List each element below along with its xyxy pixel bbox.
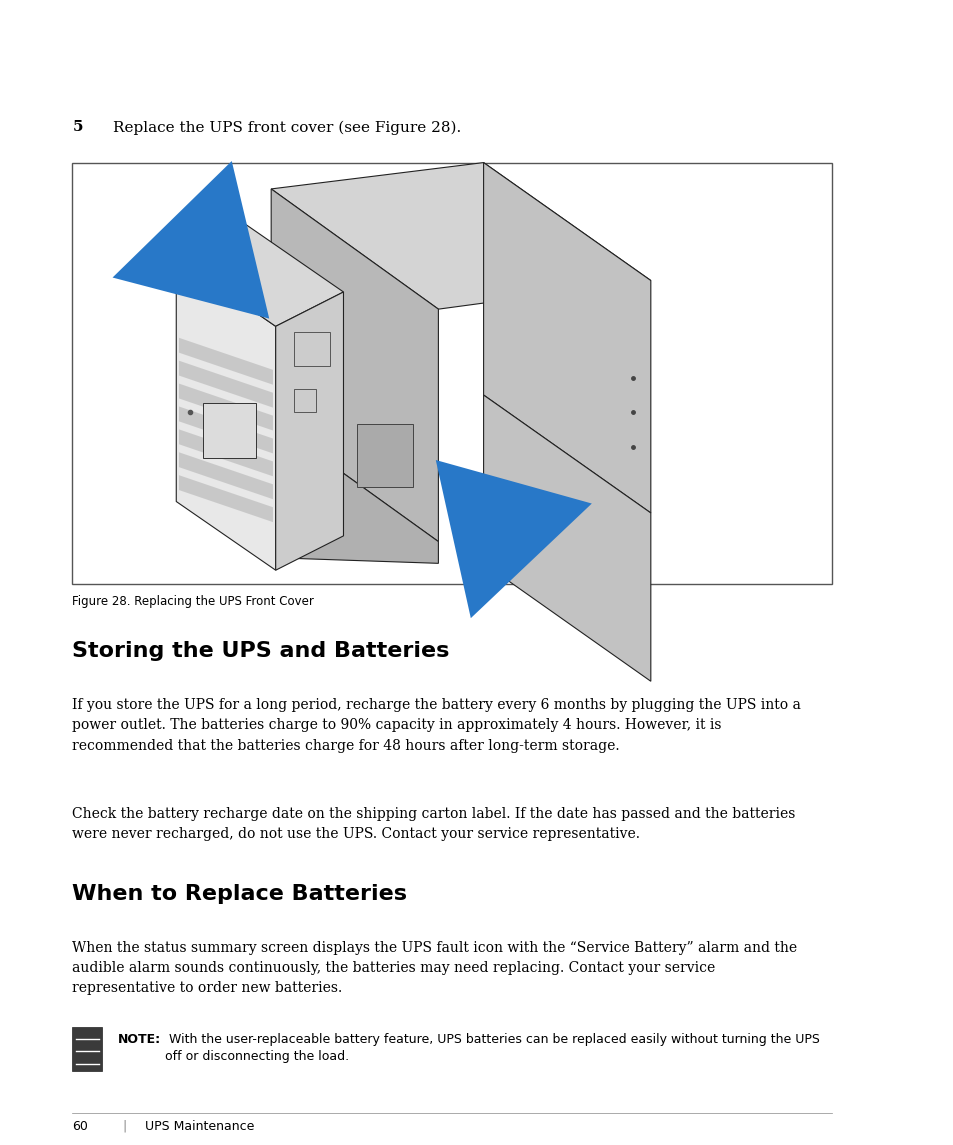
Text: Storing the UPS and Batteries: Storing the UPS and Batteries [72, 641, 449, 661]
Polygon shape [271, 421, 438, 563]
Text: UPS Maintenance: UPS Maintenance [145, 1120, 253, 1132]
Text: Check the battery recharge date on the shipping carton label. If the date has pa: Check the battery recharge date on the s… [72, 807, 795, 842]
FancyBboxPatch shape [294, 332, 330, 366]
Polygon shape [176, 223, 343, 326]
Polygon shape [179, 384, 273, 431]
Text: When to Replace Batteries: When to Replace Batteries [72, 884, 407, 903]
Polygon shape [275, 292, 343, 570]
Text: If you store the UPS for a long period, recharge the battery every 6 months by p: If you store the UPS for a long period, … [72, 698, 801, 752]
Polygon shape [483, 163, 650, 513]
FancyBboxPatch shape [356, 424, 413, 487]
Text: With the user-replaceable battery feature, UPS batteries can be replaced easily : With the user-replaceable battery featur… [164, 1033, 819, 1063]
Polygon shape [176, 258, 275, 570]
Text: 60: 60 [72, 1120, 88, 1132]
Polygon shape [179, 338, 273, 385]
Polygon shape [271, 189, 438, 542]
Text: |: | [122, 1120, 126, 1132]
Text: Replace the UPS front cover (see Figure 28).: Replace the UPS front cover (see Figure … [112, 120, 460, 135]
Polygon shape [179, 452, 273, 499]
FancyBboxPatch shape [203, 403, 255, 458]
Polygon shape [483, 395, 650, 681]
Text: 5: 5 [72, 120, 83, 134]
Polygon shape [271, 163, 650, 309]
Text: Figure 28. Replacing the UPS Front Cover: Figure 28. Replacing the UPS Front Cover [72, 595, 314, 608]
FancyBboxPatch shape [72, 1027, 102, 1071]
Polygon shape [179, 361, 273, 408]
FancyBboxPatch shape [294, 389, 316, 412]
Text: When the status summary screen displays the UPS fault icon with the “Service Bat: When the status summary screen displays … [72, 941, 797, 995]
Polygon shape [179, 406, 273, 453]
Polygon shape [179, 475, 273, 522]
Polygon shape [179, 429, 273, 476]
FancyBboxPatch shape [72, 163, 831, 584]
Text: NOTE:: NOTE: [117, 1033, 160, 1045]
